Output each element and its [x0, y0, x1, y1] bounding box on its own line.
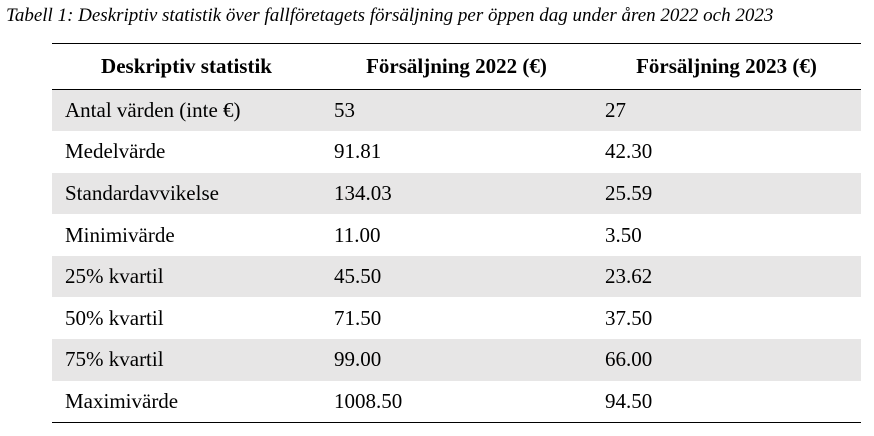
table-row: 50% kvartil 71.50 37.50	[52, 297, 861, 339]
sales-2023-cell: 23.62	[592, 255, 861, 298]
sales-2022-cell: 91.81	[334, 139, 382, 164]
sales-2022-cell: 134.03	[321, 172, 592, 215]
column-header-sales-2023: Försäljning 2023 (€)	[592, 43, 861, 90]
descriptive-statistics-table: Deskriptiv statistik Försäljning 2022 (€…	[52, 43, 861, 423]
sales-2022-cell: 71.50	[334, 305, 382, 330]
sales-2022-cell: 53	[321, 89, 592, 132]
row-label: 25% kvartil	[52, 255, 321, 298]
table-row: 25% kvartil 45.50 23.62	[52, 255, 861, 298]
row-label: Antal värden (inte €)	[52, 89, 321, 132]
sales-2023-cell: 94.50	[592, 380, 861, 423]
table-row: Antal värden (inte €) 53 27	[52, 89, 861, 132]
table-header-row: Deskriptiv statistik Försäljning 2022 (€…	[52, 43, 861, 90]
row-label: Maximivärde	[52, 380, 321, 423]
column-header-sales-2022: Försäljning 2022 (€)	[321, 43, 592, 90]
row-label: Minimivärde	[65, 222, 175, 247]
column-header-statistic: Deskriptiv statistik	[52, 43, 321, 90]
row-label: 75% kvartil	[52, 339, 321, 381]
sales-2023-cell: 3.50	[605, 222, 642, 247]
sales-2023-cell: 25.59	[592, 172, 861, 215]
sales-2023-cell: 42.30	[605, 139, 653, 164]
table-row: Medelvärde 91.81 42.30	[52, 131, 861, 173]
table-row: Minimivärde 11.00 3.50	[52, 214, 861, 256]
sales-2022-cell: 11.00	[334, 222, 381, 247]
table-row: Standardavvikelse 134.03 25.59	[52, 172, 861, 215]
row-label: 50% kvartil	[65, 305, 164, 330]
sales-2022-cell: 99.00	[321, 339, 592, 381]
row-label: Standardavvikelse	[52, 172, 321, 215]
table-row: 75% kvartil 99.00 66.00	[52, 339, 861, 381]
table-row: Maximivärde 1008.50 94.50	[52, 380, 861, 423]
sales-2023-cell: 66.00	[592, 339, 861, 381]
sales-2023-cell: 27	[592, 89, 861, 132]
table-caption: Tabell 1: Deskriptiv statistik över fall…	[6, 5, 774, 26]
sales-2023-cell: 37.50	[605, 305, 653, 330]
row-label: Medelvärde	[65, 139, 166, 164]
sales-2022-cell: 45.50	[321, 255, 592, 298]
sales-2022-cell: 1008.50	[321, 380, 592, 423]
